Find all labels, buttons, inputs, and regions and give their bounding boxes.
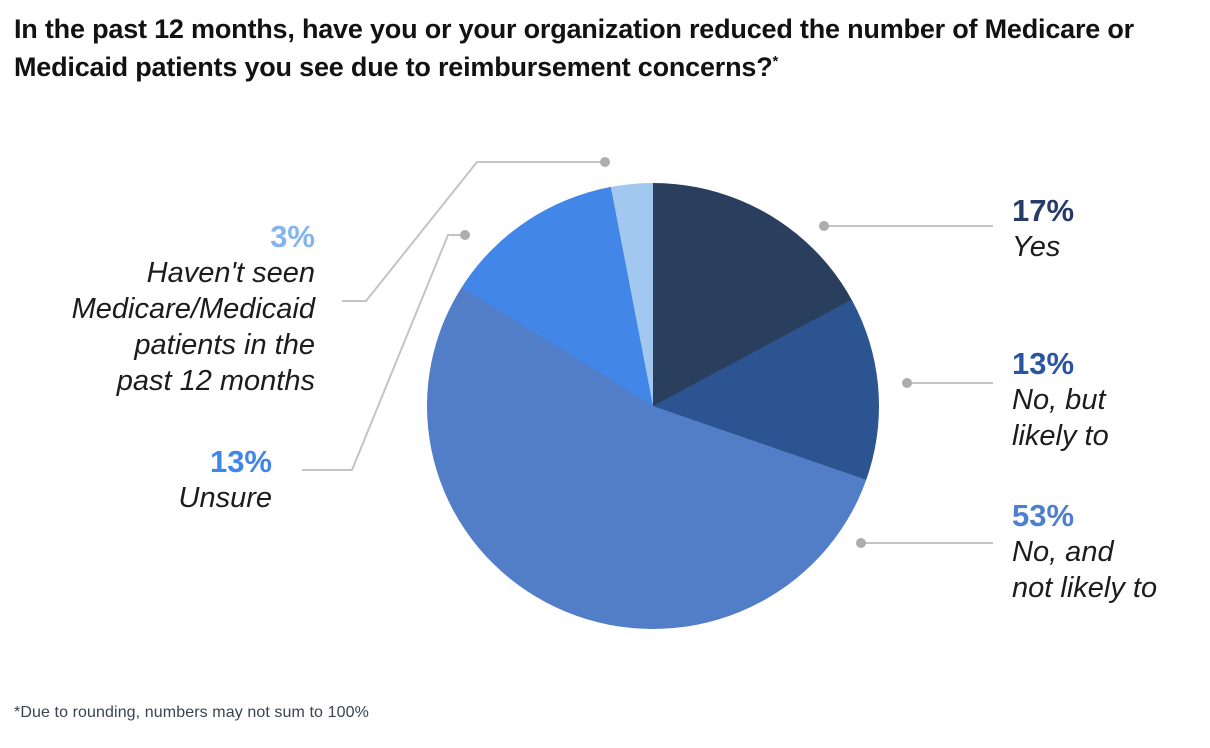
pie-chart bbox=[427, 183, 879, 629]
leader-dot-unsure bbox=[460, 230, 470, 240]
label-unsure-text: Unsure bbox=[178, 482, 273, 514]
label-havent-seen-text: Medicare/Medicaid bbox=[71, 293, 315, 325]
leader-dot-havent-seen bbox=[600, 157, 610, 167]
label-yes-text: Yes bbox=[1012, 231, 1061, 263]
label-no-but-text: likely to bbox=[1012, 420, 1109, 452]
footnote: *Due to rounding, numbers may not sum to… bbox=[14, 704, 369, 721]
label-no-but: 13% No, but likely to bbox=[1012, 346, 1109, 454]
leader-dot-yes bbox=[819, 221, 829, 231]
chart-title-line2-text: Medicaid patients you see due to reimbur… bbox=[14, 52, 773, 82]
label-no-but-text: No, but bbox=[1012, 384, 1106, 416]
footnote-marker: * bbox=[772, 54, 779, 70]
label-no-but-pct: 13% bbox=[1012, 346, 1075, 381]
label-no-and-text: not likely to bbox=[1012, 572, 1158, 604]
label-unsure-pct: 13% bbox=[209, 444, 272, 479]
label-havent-seen-text: patients in the bbox=[134, 329, 315, 361]
chart-title-line2: Medicaid patients you see due to reimbur… bbox=[14, 48, 1184, 86]
chart-title-line1: In the past 12 months, have you or your … bbox=[14, 14, 1134, 44]
label-no-and: 53% No, and not likely to bbox=[1012, 498, 1157, 606]
label-yes: 17% Yes bbox=[1012, 193, 1074, 265]
leader-dot-no-but bbox=[902, 378, 912, 388]
label-yes-pct: 17% bbox=[1012, 193, 1075, 228]
chart-title: In the past 12 months, have you or your … bbox=[14, 10, 1184, 86]
label-havent-seen-text: past 12 months bbox=[116, 365, 315, 397]
label-unsure: 13% Unsure bbox=[179, 444, 273, 516]
label-havent-seen-text: Haven't seen bbox=[146, 257, 315, 289]
label-havent-seen: 3% Haven't seen Medicare/Medicaid patien… bbox=[72, 219, 315, 399]
label-no-and-pct: 53% bbox=[1012, 498, 1075, 533]
label-havent-seen-pct: 3% bbox=[270, 219, 315, 254]
leader-dot-no-and bbox=[856, 538, 866, 548]
label-no-and-text: No, and bbox=[1012, 536, 1114, 568]
